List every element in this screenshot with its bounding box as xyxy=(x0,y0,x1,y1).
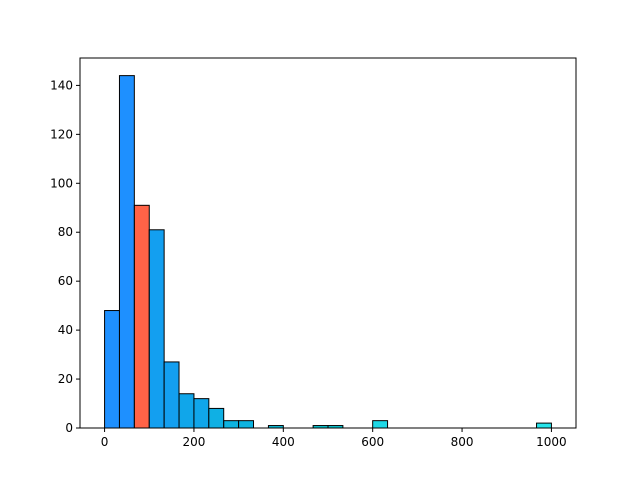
y-tick-label: 120 xyxy=(50,127,73,141)
y-axis-ticks: 0 20 40 60 80 100 120 140 xyxy=(50,78,80,435)
x-tick-label: 1000 xyxy=(536,435,567,449)
x-axis-ticks: 0 200 400 600 800 1000 xyxy=(101,428,567,449)
y-tick-label: 40 xyxy=(58,323,73,337)
axes-frame xyxy=(79,57,577,429)
x-tick-label: 0 xyxy=(101,435,109,449)
x-tick-label: 400 xyxy=(272,435,295,449)
y-tick-label: 100 xyxy=(50,176,73,190)
y-tick-label: 0 xyxy=(65,421,73,435)
x-tick-label: 200 xyxy=(182,435,205,449)
histogram-bar-7 xyxy=(208,407,225,429)
histogram-bar-4 xyxy=(163,361,180,429)
histogram-bar-5 xyxy=(178,393,195,429)
histogram-bar-29 xyxy=(536,422,552,429)
histogram-bar-3 xyxy=(148,229,165,429)
histogram-bar-9 xyxy=(238,420,255,429)
x-tick-label: 600 xyxy=(361,435,384,449)
y-tick-label: 80 xyxy=(58,225,73,239)
histogram-bar-6 xyxy=(193,398,210,429)
y-tick-label: 60 xyxy=(58,274,73,288)
histogram-bar-1 xyxy=(118,75,135,429)
y-tick-label: 20 xyxy=(58,372,73,386)
y-tick-label: 140 xyxy=(50,78,73,92)
histogram-bar-0 xyxy=(104,310,120,429)
histogram-bar-18 xyxy=(372,420,389,429)
histogram-bars xyxy=(104,75,552,429)
histogram-bar-2 xyxy=(133,204,150,429)
histogram-bar-8 xyxy=(223,420,240,429)
x-tick-label: 800 xyxy=(451,435,474,449)
